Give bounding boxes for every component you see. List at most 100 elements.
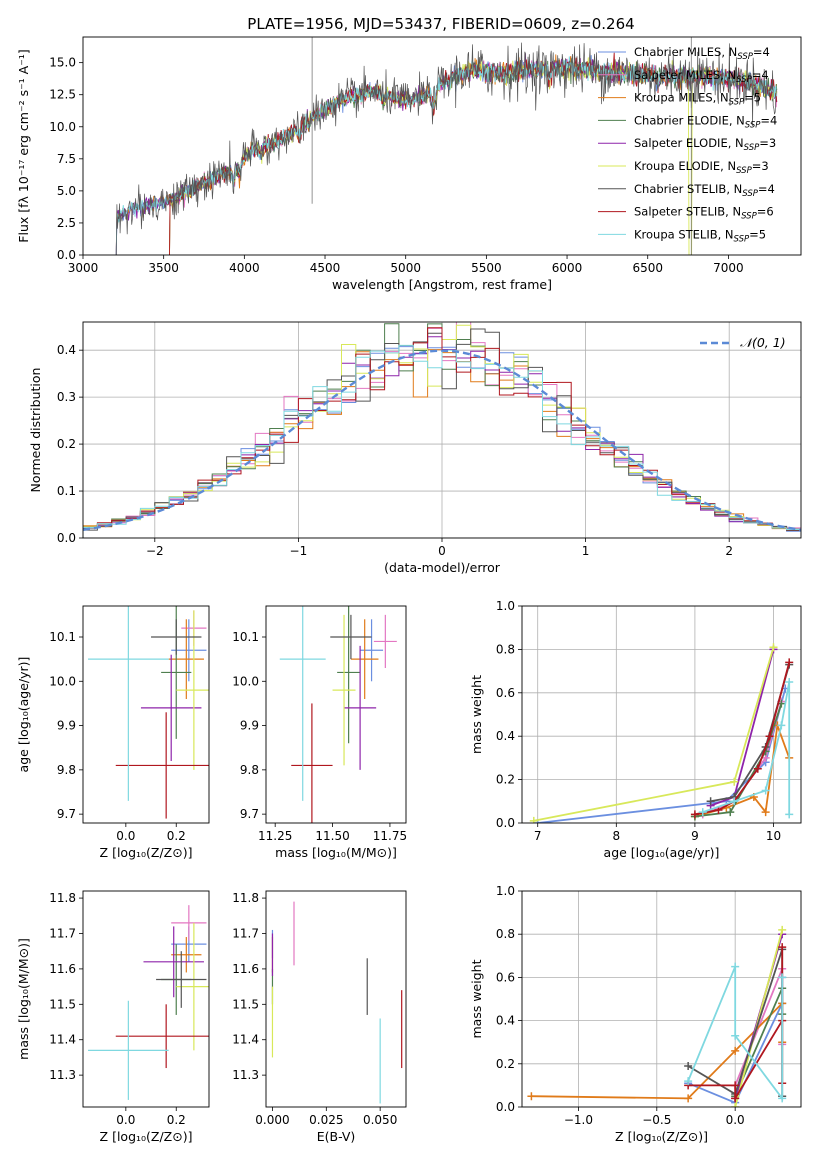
- y-tick-label: 0.6: [496, 970, 515, 984]
- reference-gaussian-curve: [83, 349, 801, 531]
- weight-marker: [730, 777, 739, 786]
- x-tick-label: 0.050: [363, 1113, 397, 1127]
- legend-entry: 𝒩(0, 1): [740, 335, 786, 350]
- weight-marker: [706, 797, 715, 806]
- y-axis-label: Flux [fλ 10⁻¹⁷ erg cm⁻² s⁻¹ A⁻¹]: [16, 49, 31, 242]
- x-axis-label: wavelength [Angstrom, rest frame]: [332, 277, 552, 292]
- y-tick-label: 9.8: [57, 763, 76, 777]
- y-tick-label: 11.5: [232, 997, 259, 1011]
- x-axis-label: age [log₁₀(age/yr)]: [604, 845, 720, 860]
- y-tick-label: 11.7: [49, 926, 76, 940]
- weight-marker: [690, 810, 699, 819]
- x-tick-label: 11.25: [258, 829, 292, 843]
- weight-marker: [684, 1094, 693, 1103]
- weight-line: [710, 649, 775, 807]
- weight-marker: [527, 1092, 536, 1101]
- weight-marker: [778, 973, 787, 982]
- y-tick-label: 0.8: [496, 927, 515, 941]
- weight-marker: [785, 658, 794, 667]
- y-tick-label: 9.8: [240, 763, 259, 777]
- x-tick-label: 11.50: [315, 829, 349, 843]
- x-tick-label: 10: [766, 829, 781, 843]
- weight-marker: [731, 1031, 740, 1040]
- y-tick-label: 11.6: [49, 962, 76, 976]
- weight-marker: [761, 808, 770, 817]
- x-axis-label: E(B-V): [317, 1129, 356, 1144]
- y-tick-label: 0.2: [496, 1057, 515, 1071]
- x-tick-label: 9: [691, 829, 699, 843]
- legend-entry: Salpeter STELIB, NSSP=6: [634, 205, 774, 222]
- plot-area: [279, 606, 397, 823]
- weight-marker: [778, 943, 787, 952]
- weight-marker: [769, 643, 778, 652]
- x-tick-label: 0.025: [309, 1113, 343, 1127]
- x-tick-label: 6500: [632, 261, 663, 275]
- panel-mass-vs-EBV: 0.000 0.025 0.050 11.3 11.4 11.5 11.6 11.7 11.8 E…: [232, 890, 407, 1144]
- weight-marker: [684, 1061, 693, 1070]
- weight-line: [533, 646, 775, 822]
- x-tick-label: 0.2: [167, 1113, 186, 1127]
- x-tick-label: 2: [725, 544, 733, 558]
- plot-area: [88, 606, 209, 819]
- x-tick-label: −1: [290, 544, 308, 558]
- plot-area: [522, 606, 801, 823]
- y-tick-label: 11.6: [232, 962, 259, 976]
- weight-marker: [731, 1046, 740, 1055]
- x-tick-label: 0.2: [167, 829, 186, 843]
- weight-marker: [731, 1094, 740, 1103]
- y-tick-label: 11.7: [232, 926, 259, 940]
- y-tick-label: 9.9: [57, 719, 76, 733]
- weight-line: [537, 688, 787, 823]
- y-tick-label: 0.4: [57, 343, 76, 357]
- panel-age-vs-Z: 0.0 0.2 9.7 9.8 9.9 10.0 10.1 Z [log₁₀(Z/Z⊙)] ag…: [16, 605, 210, 860]
- y-tick-label: 0.0: [496, 1100, 515, 1114]
- weight-marker: [785, 810, 794, 819]
- spectrum-line-chabrier-stelib: [115, 42, 777, 255]
- y-tick-label: 0.6: [496, 686, 515, 700]
- weight-marker: [785, 677, 794, 686]
- y-tick-label: 1.0: [496, 884, 515, 898]
- panel-mass-vs-Z: 0.0 0.2 11.3 11.4 11.5 11.6 11.7 11.8 Z [log₁₀(Z…: [16, 890, 210, 1144]
- panel-residuals: −2 −1 0 1 2 0.0 0.1 0.2 0.3 0.4 (data-model)/error…: [28, 321, 802, 575]
- y-tick-label: 0.8: [496, 642, 515, 656]
- y-tick-label: 10.1: [49, 630, 76, 644]
- x-tick-label: 1: [582, 544, 590, 558]
- axes-frame: [265, 605, 407, 824]
- y-tick-label: 10.0: [232, 674, 259, 688]
- y-tick-label: 2.5: [57, 216, 76, 230]
- x-axis-label: Z [log₁₀(Z/Z⊙)]: [615, 1129, 708, 1144]
- weight-marker: [778, 1094, 787, 1103]
- y-axis-label: mass [log₁₀(M/M⊙)]: [16, 938, 31, 1060]
- x-axis-label: Z [log₁₀(Z/Z⊙)]: [100, 845, 193, 860]
- y-tick-label: 9.7: [240, 807, 259, 821]
- legend-entry: Kroupa ELODIE, NSSP=3: [634, 159, 769, 176]
- weight-marker: [761, 786, 770, 795]
- x-tick-label: 7: [534, 829, 542, 843]
- axes-frame: [82, 321, 802, 539]
- x-tick-label: 7000: [713, 261, 744, 275]
- y-tick-label: 10.1: [232, 630, 259, 644]
- plot-area: [271, 901, 403, 1104]
- weight-line: [688, 947, 784, 1102]
- y-tick-label: 0.3: [57, 390, 76, 404]
- axes-frame: [82, 36, 802, 256]
- y-tick-label: 11.8: [232, 891, 259, 905]
- histogram-salpeter-stelib: [83, 327, 801, 538]
- axes-frame: [265, 890, 407, 1108]
- axes-frame: [82, 890, 210, 1108]
- y-tick-label: 15.0: [49, 56, 76, 70]
- y-tick-label: 0.1: [57, 484, 76, 498]
- y-tick-label: 11.5: [49, 997, 76, 1011]
- y-axis-label: Normed distribution: [28, 368, 43, 493]
- legend-entry: Salpeter ELODIE, NSSP=3: [634, 136, 776, 153]
- plot-area: [115, 37, 778, 255]
- figure-title: PLATE=1956, MJD=53437, FIBERID=0609, z=0…: [247, 15, 634, 33]
- y-axis-label: age [log₁₀(age/yr)]: [16, 657, 31, 773]
- y-tick-label: 9.7: [57, 807, 76, 821]
- weight-marker: [777, 721, 786, 730]
- x-axis-label: Z [log₁₀(Z/Z⊙)]: [100, 1129, 193, 1144]
- y-tick-label: 5.0: [57, 184, 76, 198]
- weight-marker: [731, 1103, 740, 1107]
- panel-mass-weight-vs-Z: −1.0 −0.5 0.0 0.0 0.2 0.4 0.6 0.8 1.0 Z [log₁₀(Z/…: [469, 884, 802, 1144]
